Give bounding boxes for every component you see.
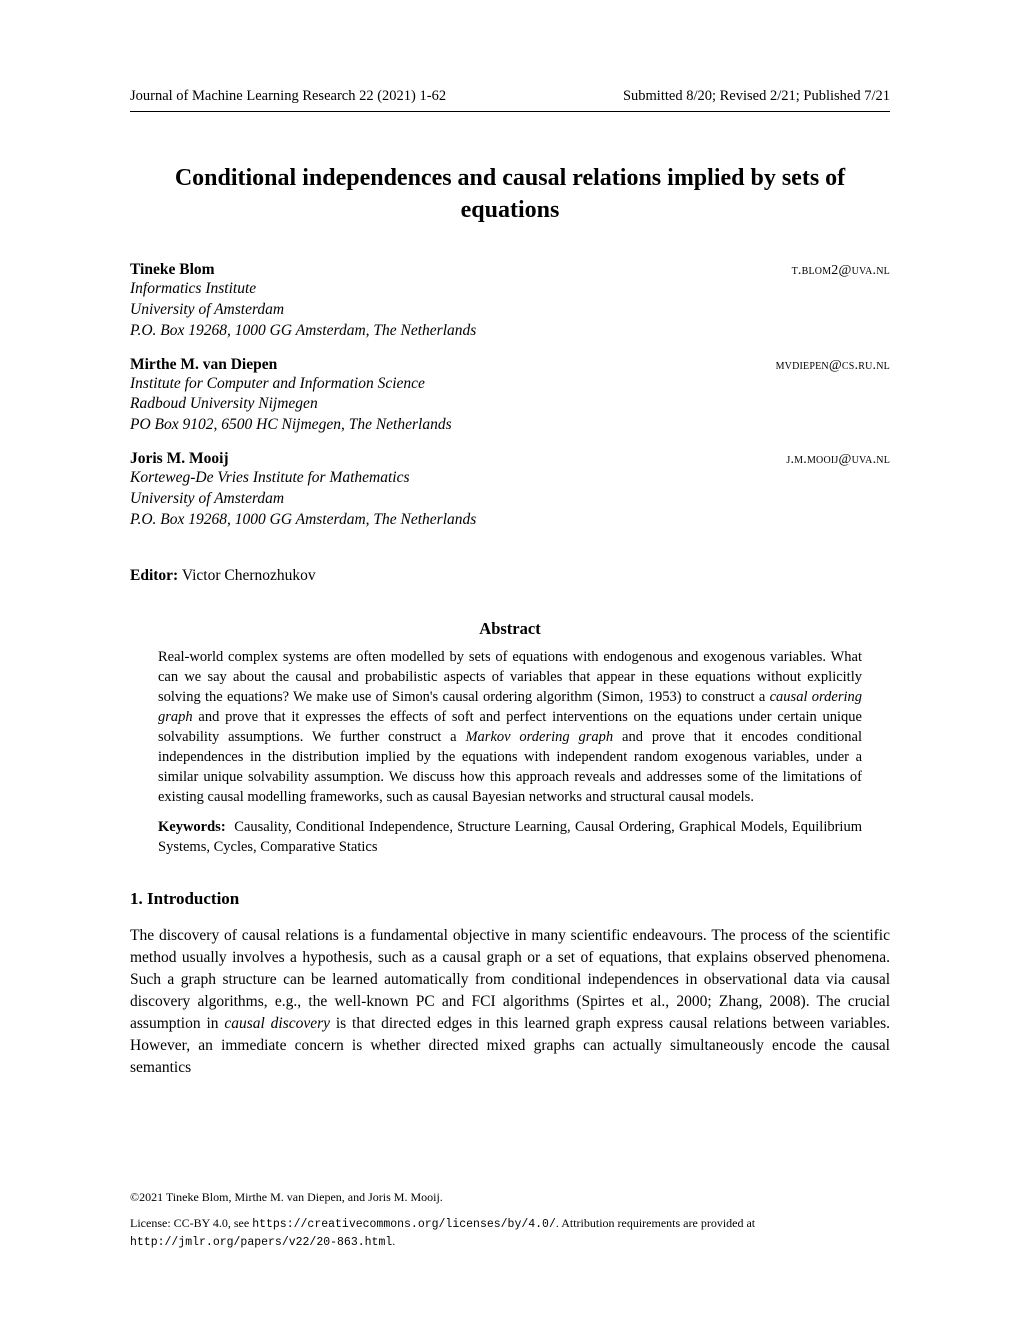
editor-line: Editor: Victor Chernozhukov <box>130 567 890 585</box>
author-name: Mirthe M. van Diepen <box>130 356 277 374</box>
header-rule <box>130 111 890 112</box>
journal-info: Journal of Machine Learning Research 22 … <box>130 88 446 105</box>
keywords-text: Causality, Conditional Independence, Str… <box>158 819 862 855</box>
copyright-line: ©2021 Tineke Blom, Mirthe M. van Diepen,… <box>130 1189 890 1206</box>
author-name: Tineke Blom <box>130 261 215 279</box>
license-prefix: License: CC-BY 4.0, see <box>130 1216 252 1230</box>
author-affiliation: Informatics Institute University of Amst… <box>130 279 890 342</box>
editor-label: Editor: <box>130 567 178 584</box>
paper-url: http://jmlr.org/papers/v22/20-863.html <box>130 1236 392 1249</box>
authors-block: Tineke Blom t.blom2@uva.nl Informatics I… <box>130 261 890 531</box>
running-header: Journal of Machine Learning Research 22 … <box>130 88 890 105</box>
author-email: j.m.mooij@uva.nl <box>786 452 890 468</box>
abstract-body: Real-world complex systems are often mod… <box>158 647 862 807</box>
submission-dates: Submitted 8/20; Revised 2/21; Published … <box>623 88 890 105</box>
section-heading: 1. Introduction <box>130 889 890 909</box>
paper-title: Conditional independences and causal rel… <box>130 162 890 227</box>
keywords-block: Keywords: Causality, Conditional Indepen… <box>158 817 862 857</box>
license-suffix: . <box>392 1234 395 1248</box>
author-entry: Joris M. Mooij j.m.mooij@uva.nl Korteweg… <box>130 450 890 531</box>
author-name: Joris M. Mooij <box>130 450 229 468</box>
license-mid: . Attribution requirements are provided … <box>556 1216 755 1230</box>
author-entry: Tineke Blom t.blom2@uva.nl Informatics I… <box>130 261 890 342</box>
abstract-heading: Abstract <box>130 619 890 639</box>
author-affiliation: Institute for Computer and Information S… <box>130 374 890 437</box>
author-affiliation: Korteweg-De Vries Institute for Mathemat… <box>130 468 890 531</box>
author-email: t.blom2@uva.nl <box>792 263 890 279</box>
page-footer: ©2021 Tineke Blom, Mirthe M. van Diepen,… <box>130 1189 890 1260</box>
author-entry: Mirthe M. van Diepen mvdiepen@cs.ru.nl I… <box>130 356 890 437</box>
introduction-body: The discovery of causal relations is a f… <box>130 925 890 1079</box>
author-email: mvdiepen@cs.ru.nl <box>776 358 890 374</box>
license-line: License: CC-BY 4.0, see https://creative… <box>130 1215 890 1252</box>
license-url: https://creativecommons.org/licenses/by/… <box>252 1218 556 1231</box>
editor-name: Victor Chernozhukov <box>182 567 316 584</box>
keywords-label: Keywords: <box>158 819 226 835</box>
